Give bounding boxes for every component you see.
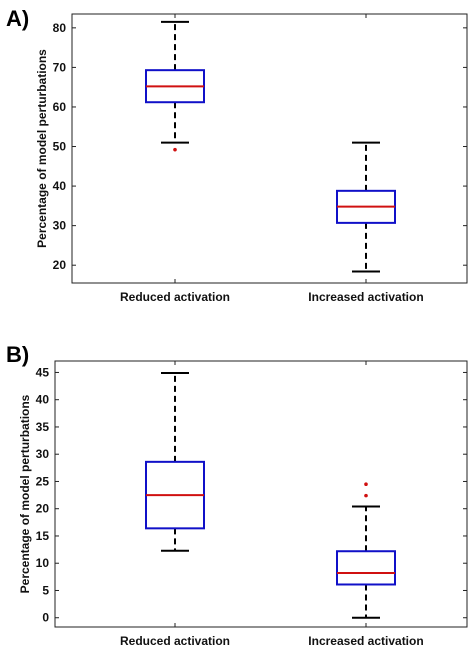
y-tick-label: 25	[36, 474, 50, 488]
y-tick-label: 60	[53, 100, 67, 114]
panel-a: A) 20 30 40 50 60 70 80 Percentage of model per…	[0, 0, 474, 328]
y-tick-label: 30	[36, 447, 50, 461]
outlier-point	[364, 482, 368, 486]
y-tick-label: 0	[42, 611, 49, 625]
x-category-label: Increased activation	[308, 290, 423, 304]
y-tick-label: 10	[36, 556, 50, 570]
y-tick-label: 50	[53, 140, 67, 154]
y-tick-label: 30	[53, 219, 67, 233]
y-tick-label: 20	[53, 258, 67, 272]
y-tick-label: 40	[36, 393, 50, 407]
plot-frame	[71, 13, 468, 284]
y-tick-label: 70	[53, 60, 67, 74]
outlier-point	[173, 147, 177, 152]
boxplot-chart-b: 0 5 10 15 20 25 30 35 40 45 Percentage of model pe…	[18, 360, 468, 648]
y-axis-label: Percentage of model perturbations	[35, 49, 49, 248]
x-category-label: Reduced activation	[120, 290, 230, 304]
panel-label-a: A)	[6, 6, 30, 31]
y-tick-label: 15	[36, 529, 50, 543]
y-tick-label: 45	[36, 365, 50, 379]
panel-b: B) 0 5 10 15 20 25 30 35 40 45 Percentage of model…	[0, 328, 474, 657]
y-tick-label: 20	[36, 502, 50, 516]
y-tick-label: 35	[36, 420, 50, 434]
y-axis-label: Percentage of model perturbations	[18, 394, 32, 593]
iqr-box	[336, 550, 396, 586]
boxplot-chart-a: 20 30 40 50 60 70 80 Percentage of model pertur…	[35, 13, 468, 304]
plot-frame	[54, 360, 468, 628]
y-tick-label: 5	[42, 583, 49, 597]
x-category-label: Increased activation	[308, 634, 423, 648]
panel-label-b: B)	[6, 342, 30, 367]
x-category-label: Reduced activation	[120, 634, 230, 648]
y-tick-label: 40	[53, 179, 67, 193]
y-tick-label: 80	[53, 21, 67, 35]
outlier-point	[364, 493, 368, 498]
